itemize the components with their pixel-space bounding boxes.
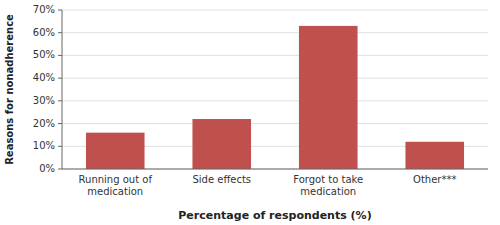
chart: 0% 10% 20% 30% 40% 50% 60% 70% Running out ofmed…	[0, 0, 500, 225]
y-tick	[58, 146, 62, 147]
x-tick-label: Other***	[413, 174, 456, 185]
y-tick	[58, 100, 62, 101]
y-tick-label: 10%	[33, 140, 55, 151]
y-tick-label: 20%	[33, 118, 55, 129]
y-tick-label: 30%	[33, 95, 55, 106]
grid-line	[62, 32, 488, 33]
bars	[86, 26, 464, 169]
y-tick-label: 40%	[33, 72, 55, 83]
bar	[405, 142, 464, 169]
y-tick	[58, 32, 62, 33]
y-tick	[58, 169, 62, 170]
x-axis-line	[62, 169, 488, 170]
y-tick-label: 50%	[33, 49, 55, 60]
grid-line	[62, 123, 488, 124]
grid-line	[62, 55, 488, 56]
grid-line	[62, 78, 488, 79]
chart-container: 0% 10% 20% 30% 40% 50% 60% 70% Running out ofmed…	[0, 0, 500, 225]
y-tick	[58, 55, 62, 56]
x-tick-label: Side effects	[192, 174, 251, 185]
x-axis: Running out ofmedication Side effects Forg…	[79, 174, 457, 197]
bar	[299, 26, 358, 169]
y-axis-title: Reasons for nonadherence	[4, 14, 15, 165]
y-tick-label: 0%	[39, 163, 55, 174]
grid	[62, 10, 488, 169]
y-tick-label: 70%	[33, 4, 55, 15]
y-axis-line	[62, 10, 63, 169]
x-tick-label: Forgot to takemedication	[293, 174, 363, 197]
bar	[192, 119, 251, 169]
y-tick-label: 60%	[33, 27, 55, 38]
y-axis: 0% 10% 20% 30% 40% 50% 60% 70%	[33, 4, 62, 174]
grid-line	[62, 100, 488, 101]
x-axis-title: Percentage of respondents (%)	[178, 209, 371, 222]
y-tick	[58, 78, 62, 79]
grid-line	[62, 169, 488, 170]
y-tick	[58, 123, 62, 124]
y-tick	[58, 10, 62, 11]
grid-line	[62, 10, 488, 11]
bar	[86, 133, 145, 169]
x-tick-label: Running out ofmedication	[79, 174, 153, 197]
